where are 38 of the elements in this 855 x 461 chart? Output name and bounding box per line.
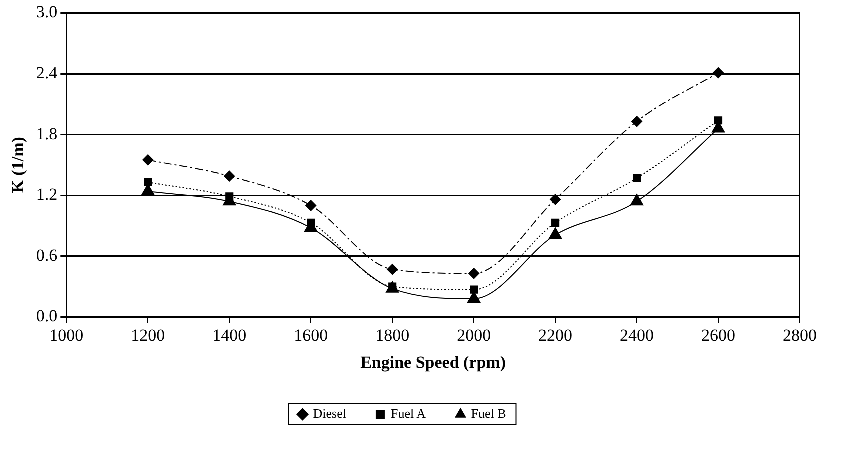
x-tick-label: 2600	[702, 326, 736, 345]
point	[630, 194, 644, 206]
legend-label: Diesel	[313, 406, 347, 421]
y-tick-label: 2.4	[36, 63, 58, 82]
point	[714, 116, 723, 125]
point	[632, 116, 643, 128]
x-tick-label: 1200	[131, 326, 166, 345]
point	[550, 194, 562, 206]
x-tick-label: 2200	[538, 326, 573, 345]
y-axis-title: K (1/m)	[8, 137, 28, 194]
point	[224, 170, 236, 182]
x-tick-label: 1400	[212, 326, 247, 345]
y-tick-label: 3.0	[36, 2, 58, 22]
legend-label: Fuel A	[390, 406, 427, 421]
x-axis-title: Engine Speed (rpm)	[360, 353, 506, 372]
y-tick-label: 1.8	[36, 124, 58, 144]
x-tick-label: 2000	[457, 326, 492, 345]
point	[470, 286, 478, 294]
y-tick-label: 0.0	[36, 306, 58, 326]
x-tick-label: 2400	[620, 326, 654, 345]
point	[387, 264, 398, 276]
point	[548, 228, 562, 240]
point	[306, 200, 317, 212]
y-tick-label: 1.2	[36, 185, 58, 204]
point	[713, 67, 724, 78]
x-tick-label: 1000	[50, 326, 84, 345]
point	[226, 192, 234, 201]
legend-label: Fuel B	[471, 406, 507, 421]
point	[307, 218, 316, 227]
point	[142, 154, 154, 166]
point	[144, 178, 152, 186]
x-tick-label: 1600	[294, 326, 328, 345]
point	[552, 218, 560, 227]
point	[633, 174, 642, 182]
point	[468, 268, 480, 280]
x-tick-label: 1800	[376, 326, 410, 345]
y-tick-label: 0.6	[36, 246, 58, 265]
x-tick-label: 2800	[783, 326, 817, 345]
